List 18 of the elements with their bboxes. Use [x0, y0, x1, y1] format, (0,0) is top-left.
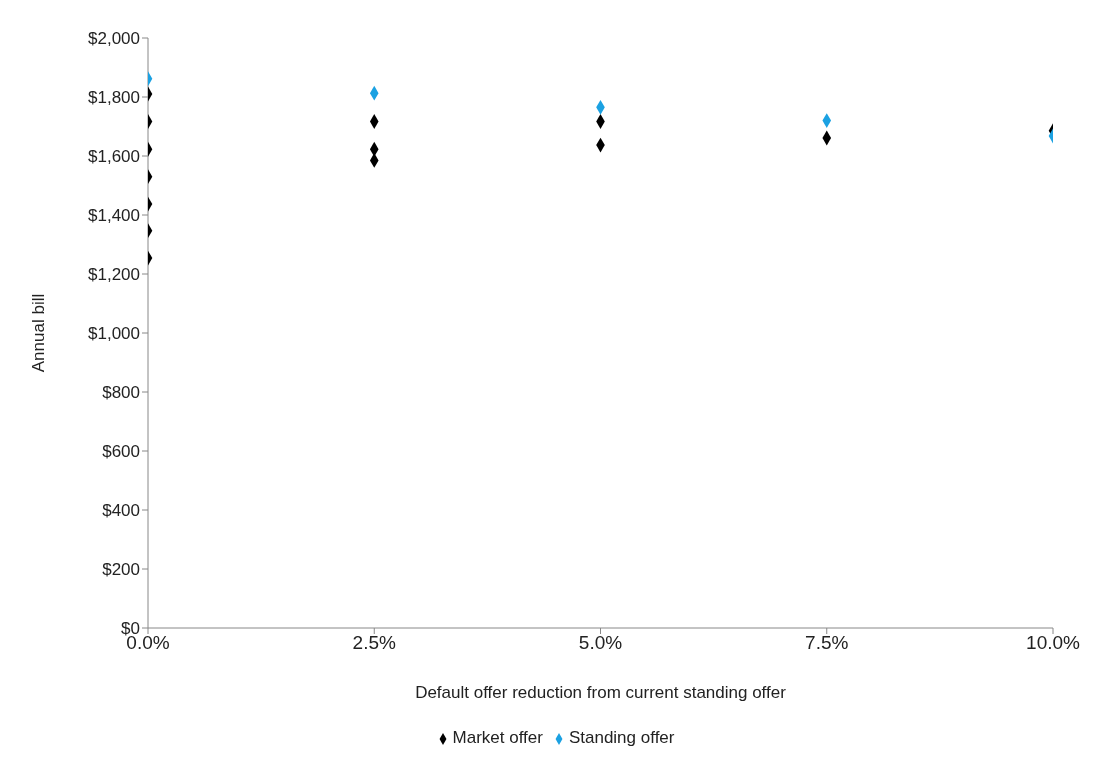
y-tick-label: $1,200 — [88, 265, 140, 285]
y-axis-title: Annual bill — [29, 293, 49, 373]
y-tick-label: $400 — [102, 501, 140, 521]
x-axis-title: Default offer reduction from current standing offer — [415, 683, 787, 702]
legend-label: Market offer — [452, 728, 543, 747]
y-tick-label: $800 — [102, 383, 140, 403]
x-tick-label: 5.0% — [578, 632, 623, 654]
x-tick-label: 7.5% — [805, 632, 849, 654]
x-tick-label: 10.0% — [1026, 632, 1081, 654]
y-tick-label: $1,400 — [88, 206, 140, 226]
y-tick-label: $1,000 — [88, 324, 140, 344]
y-tick-label: $200 — [102, 560, 140, 580]
legend-label: Standing offer — [568, 728, 675, 747]
y-tick-label: $1,600 — [88, 147, 140, 167]
y-tick-label: $600 — [102, 442, 140, 462]
y-tick-label: $1,800 — [88, 88, 140, 108]
x-tick-label: 2.5% — [352, 632, 397, 654]
y-tick-label: $2,000 — [88, 29, 140, 49]
